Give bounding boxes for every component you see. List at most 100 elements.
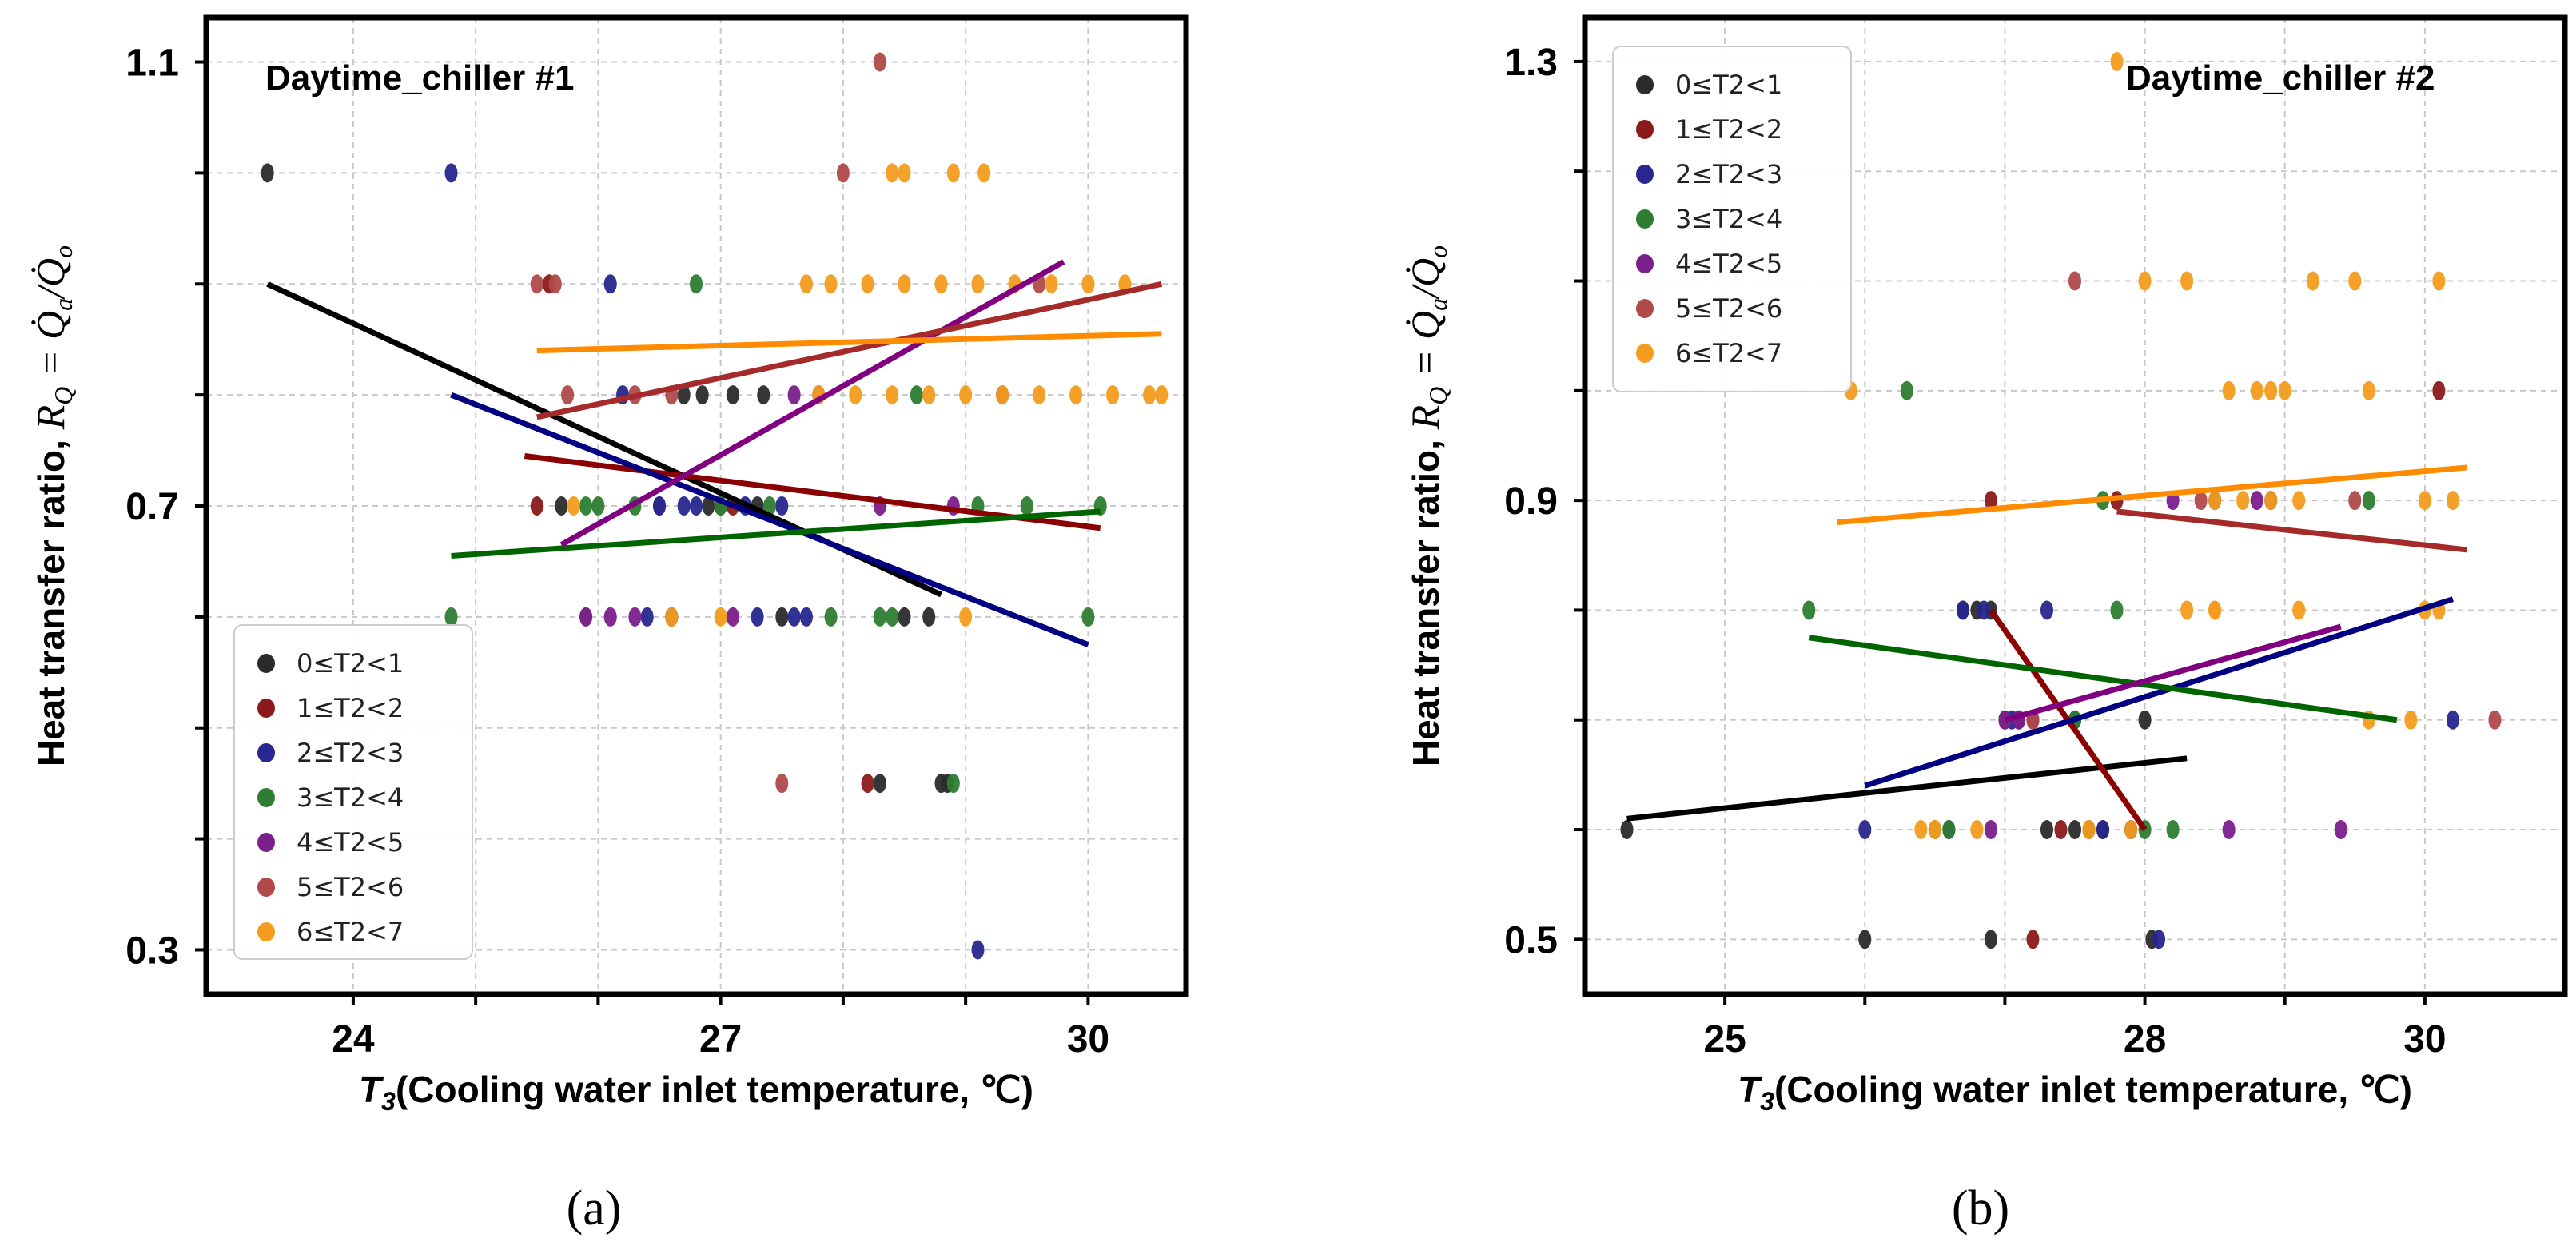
- b-panel-title: Daytime_chiller #2: [2126, 58, 2435, 98]
- a-point-series-6: [799, 274, 813, 294]
- a-legend-marker-2: [257, 743, 275, 762]
- b-legend-label-0: 0≤T2<1: [1675, 70, 1782, 100]
- b-point-series-6: [2264, 380, 2278, 400]
- a-point-series-4: [628, 607, 642, 627]
- b-legend-label-1: 1≤T2<2: [1675, 114, 1782, 145]
- b-ytick-label: 1.3: [1504, 42, 1558, 84]
- a-y-label-math-sub2: a: [49, 298, 78, 311]
- a-legend-marker-1: [257, 699, 275, 718]
- a-y-label-math-sub: Q: [49, 387, 78, 405]
- a-point-series-3: [873, 607, 886, 627]
- a-point-series-2: [444, 163, 458, 183]
- a-y-label-math: R: [28, 405, 73, 431]
- a-y-label-math-rest2: /Q̇: [28, 258, 73, 301]
- a-point-series-6: [886, 163, 899, 183]
- b-legend-marker-3: [1636, 209, 1654, 229]
- b-point-series-1: [2026, 930, 2040, 949]
- b-point-series-0: [2138, 710, 2152, 730]
- a-legend-marker-6: [257, 922, 275, 941]
- b-point-series-2: [2040, 600, 2053, 620]
- b-fit-lines: [1626, 464, 2467, 832]
- b-legend-marker-5: [1636, 299, 1654, 318]
- a-point-series-6: [946, 163, 960, 183]
- a-legend-marker-4: [257, 833, 275, 852]
- panel-a: 24 27 30 0.3 0.7 1.1 Daytime_chiller #1 0≤T2…: [28, 14, 1189, 1236]
- a-point-series-6: [1033, 385, 1046, 405]
- a-point-series-6: [567, 496, 580, 516]
- a-fit-line-series-2: [450, 392, 1089, 647]
- b-point-series-0: [1984, 930, 1997, 949]
- b-point-series-6: [2208, 491, 2222, 511]
- b-legend: 0≤T2<1 1≤T2<2 2≤T2<3 3≤T2<4 4≤T2<5 5≤T2<6 6≤T2…: [1612, 46, 1852, 392]
- b-point-series-0: [1620, 820, 1634, 840]
- a-ytick-label: 1.1: [125, 42, 179, 85]
- a-x-label-italic: T: [359, 1069, 384, 1110]
- b-point-series-6: [2264, 491, 2278, 511]
- b-point-series-3: [1942, 820, 1956, 840]
- a-legend-box: [233, 624, 473, 960]
- a-point-series-4: [726, 607, 739, 627]
- b-point-series-4: [2334, 820, 2347, 840]
- b-point-series-6: [2292, 600, 2306, 620]
- a-point-series-6: [1143, 385, 1157, 405]
- a-point-series-1: [530, 496, 543, 516]
- b-point-series-0: [1858, 930, 1872, 949]
- a-point-series-2: [653, 496, 667, 516]
- b-point-series-3: [1802, 600, 1816, 620]
- a-x-label-sub: 3: [381, 1087, 396, 1116]
- a-point-series-6: [934, 274, 948, 294]
- a-legend-label-1: 1≤T2<2: [297, 693, 404, 723]
- b-point-series-5: [2348, 491, 2362, 511]
- a-point-series-6: [959, 385, 973, 405]
- b-point-series-6: [2432, 271, 2446, 291]
- b-x-label-italic: T: [1738, 1069, 1763, 1110]
- a-fit-line-series-3: [451, 508, 1101, 559]
- b-point-series-6: [2250, 380, 2263, 400]
- a-point-series-3: [886, 607, 899, 627]
- a-point-series-5: [775, 774, 789, 794]
- a-point-series-0: [898, 607, 911, 627]
- b-point-series-5: [2194, 491, 2208, 511]
- a-point-series-4: [787, 385, 801, 405]
- b-point-series-2: [2096, 820, 2110, 840]
- a-point-series-2: [787, 607, 801, 627]
- a-x-axis-label: T3(Cooling water inlet temperature, ℃): [359, 1069, 1033, 1116]
- a-legend: 0≤T2<1 1≤T2<2 2≤T2<3 3≤T2<4 4≤T2<5 5≤T2<6 6≤T2…: [233, 624, 473, 960]
- a-ytick-label: 0.3: [125, 930, 179, 972]
- a-y-axis-label: Heat transfer ratio, RQ = Q̇a/Q̇o: [28, 245, 78, 766]
- a-point-series-6: [971, 274, 985, 294]
- a-point-series-2: [775, 496, 789, 516]
- a-point-series-3: [910, 385, 923, 405]
- b-point-series-6: [2222, 380, 2236, 400]
- b-legend-marker-4: [1636, 254, 1654, 273]
- b-y-label-math-rest2: /Q̇: [1403, 258, 1447, 301]
- a-plot-frame: [203, 14, 1189, 997]
- a-point-series-4: [603, 607, 617, 627]
- b-legend-box: [1612, 46, 1852, 392]
- b-legend-label-4: 4≤T2<5: [1675, 249, 1782, 279]
- b-point-series-2: [2446, 710, 2459, 730]
- a-legend-label-2: 2≤T2<3: [297, 738, 404, 768]
- b-point-series-3: [1900, 380, 1913, 400]
- a-x-tick-labels: 24 27 30: [332, 1018, 1109, 1061]
- a-point-series-6: [1081, 274, 1095, 294]
- b-legend-label-5: 5≤T2<6: [1675, 293, 1782, 324]
- b-legend-label-6: 6≤T2<7: [1675, 338, 1782, 368]
- b-point-series-1: [1984, 491, 1997, 511]
- b-point-series-4: [2222, 820, 2236, 840]
- a-point-series-0: [695, 385, 709, 405]
- b-point-series-3: [2166, 820, 2180, 840]
- a-point-series-3: [444, 607, 458, 627]
- b-point-series-2: [1858, 820, 1872, 840]
- a-point-series-6: [959, 607, 973, 627]
- a-point-series-2: [751, 607, 764, 627]
- a-legend-label-5: 5≤T2<6: [297, 872, 404, 902]
- a-fit-line-series-4: [559, 259, 1065, 547]
- b-y-axis-label: Heat transfer ratio, RQ = Q̇a/Q̇o: [1403, 245, 1452, 766]
- b-point-series-1: [2432, 380, 2446, 400]
- a-point-series-3: [591, 496, 605, 516]
- a-point-series-6: [977, 163, 991, 183]
- b-scatter-points: [1620, 51, 2502, 949]
- b-point-series-4: [2250, 491, 2263, 511]
